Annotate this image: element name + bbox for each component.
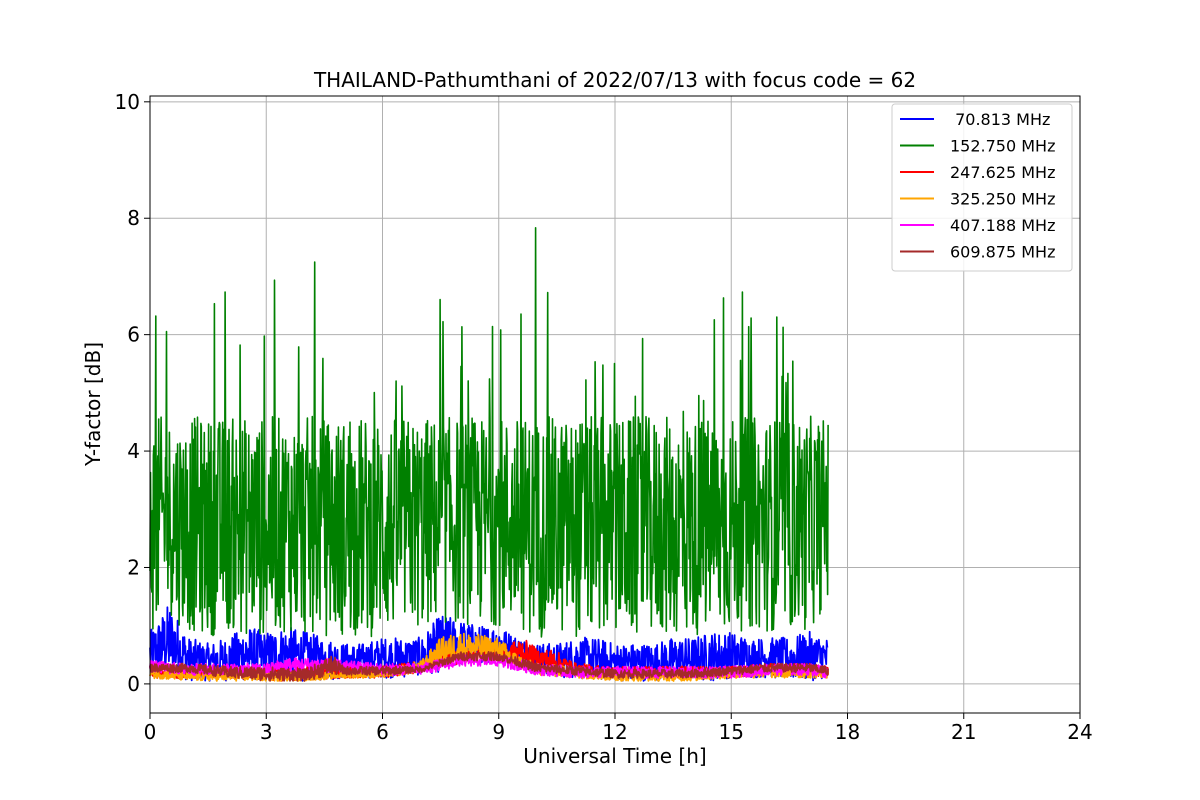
x-tick-label: 21: [951, 720, 976, 744]
x-tick-label: 18: [835, 720, 860, 744]
y-tick-label: 4: [127, 439, 140, 463]
series-layer: [149, 227, 829, 682]
legend-label: 325.250 MHz: [950, 190, 1055, 209]
x-tick-label: 12: [602, 720, 627, 744]
legend-label: 247.625 MHz: [950, 163, 1055, 182]
legend-label: 407.188 MHz: [950, 216, 1055, 235]
y-tick-label: 2: [127, 555, 140, 579]
x-tick-label: 6: [376, 720, 389, 744]
x-tick-label: 9: [492, 720, 505, 744]
y-tick-label: 6: [127, 323, 140, 347]
series-line: [149, 227, 829, 638]
x-axis-label: Universal Time [h]: [523, 744, 706, 768]
x-tick-label: 15: [719, 720, 744, 744]
legend-label: 609.875 MHz: [950, 243, 1055, 262]
legend-box: [891, 103, 1073, 272]
series-line: [149, 651, 829, 682]
x-tick-label: 3: [260, 720, 273, 744]
y-tick-label: 10: [115, 90, 140, 114]
legend: 70.813 MHz 152.750 MHz 247.625 MHz 325.250 …: [891, 103, 1073, 272]
legend-label: 70.813 MHz: [950, 110, 1050, 129]
y-tick-label: 8: [127, 206, 140, 230]
y-tick-label: 0: [127, 672, 140, 696]
legend-label: 152.750 MHz: [950, 137, 1055, 156]
x-tick-label: 0: [144, 720, 157, 744]
x-tick-label: 24: [1067, 720, 1092, 744]
y-axis-label: Y-factor [dB]: [81, 342, 105, 467]
chart-title: THAILAND-Pathumthani of 2022/07/13 with …: [313, 68, 916, 92]
